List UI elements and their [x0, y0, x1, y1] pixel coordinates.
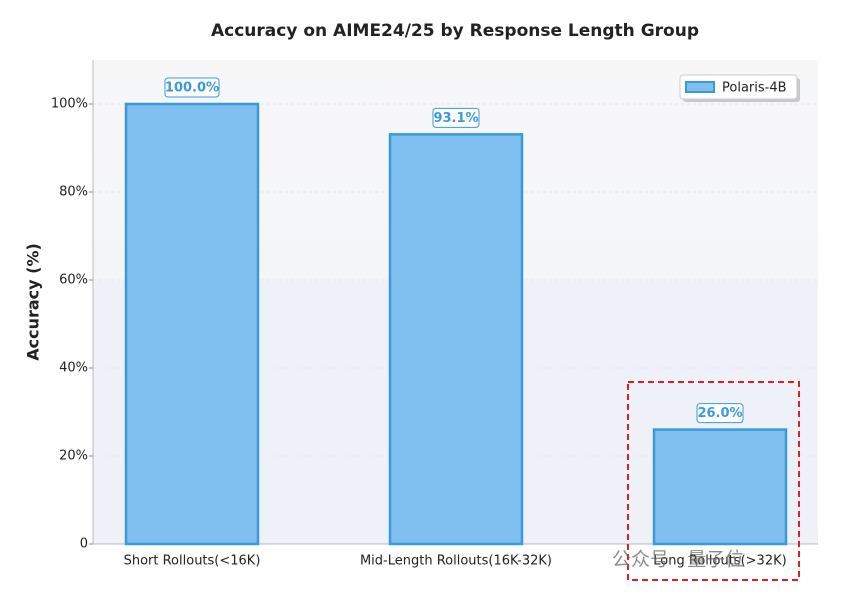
chart-title: Accuracy on AIME24/25 by Response Length…	[211, 21, 699, 41]
bar	[388, 133, 524, 546]
bar	[124, 102, 260, 546]
y-tick-label: 0	[80, 537, 88, 552]
y-tick-label: 100%	[51, 97, 88, 112]
value-label-box	[164, 77, 220, 98]
value-label-box	[432, 107, 480, 128]
x-tick-label: Mid-Length Rollouts(16K-32K)	[360, 554, 552, 569]
value-label: 93.1%	[433, 111, 478, 126]
legend: Polaris-4B	[679, 74, 800, 102]
value-label: 100.0%	[165, 81, 219, 96]
value-label-box	[696, 403, 744, 424]
value-label: 26.0%	[697, 406, 742, 421]
x-tick-label: Long Rollouts(>32K)	[653, 554, 786, 569]
y-tick-label: 60%	[59, 273, 88, 288]
y-axis-label: Accuracy (%)	[24, 243, 43, 361]
highlight-box	[627, 381, 800, 581]
y-tick-label: 80%	[59, 185, 88, 200]
legend-swatch	[685, 81, 715, 93]
x-tick-label: Short Rollouts(<16K)	[124, 554, 261, 569]
watermark: 公众号 · 量子位	[612, 549, 744, 571]
bar	[652, 428, 788, 546]
y-tick-label: 20%	[59, 449, 88, 464]
legend-label: Polaris-4B	[722, 81, 787, 96]
y-tick-label: 40%	[59, 361, 88, 376]
